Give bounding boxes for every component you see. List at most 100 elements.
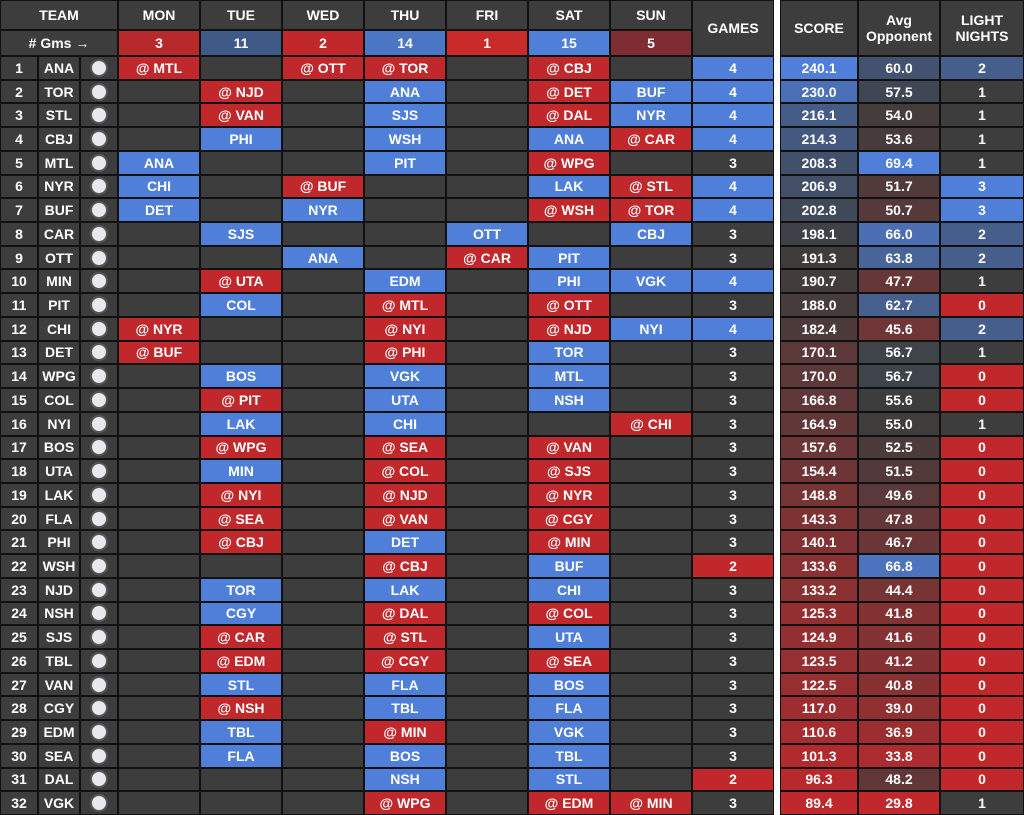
light-nights: 0: [940, 672, 1024, 697]
team-logo: [80, 222, 118, 246]
matchup: SJS: [364, 103, 446, 128]
team: TOR: [38, 79, 80, 104]
matchup: [118, 554, 200, 578]
games-total: 3: [692, 530, 774, 555]
day-count: 5: [610, 30, 692, 56]
avg-opponent: 33.8: [858, 743, 940, 768]
matchup: NYR: [282, 198, 364, 223]
games-total: 3: [692, 720, 774, 744]
rank: 16: [0, 411, 38, 436]
matchup: [118, 293, 200, 317]
matchup: ANA: [364, 79, 446, 104]
matchup: [446, 767, 528, 792]
matchup: @ CAR: [610, 127, 692, 151]
matchup: [282, 648, 364, 673]
logo-icon: [90, 556, 108, 575]
matchup: [446, 150, 528, 175]
light-nights: 0: [940, 506, 1024, 531]
header-light: LIGHT NIGHTS: [940, 0, 1024, 56]
matchup: [118, 672, 200, 697]
light-nights: 1: [940, 127, 1024, 151]
matchup: TOR: [528, 340, 610, 365]
matchup: @ CAR: [446, 245, 528, 270]
matchup: [446, 79, 528, 104]
logo-icon: [90, 675, 108, 694]
matchup: [446, 103, 528, 128]
matchup: @ NJD: [364, 482, 446, 507]
matchup: [200, 767, 282, 792]
rank: 13: [0, 340, 38, 365]
matchup: @ BUF: [118, 340, 200, 365]
light-nights: 0: [940, 767, 1024, 792]
rank: 5: [0, 150, 38, 175]
score: 133.6: [780, 554, 858, 578]
score: 140.1: [780, 530, 858, 555]
matchup: @ MIN: [528, 530, 610, 555]
team-logo: [80, 482, 118, 507]
team-logo: [80, 530, 118, 555]
logo-icon: [90, 509, 108, 528]
games-total: 3: [692, 150, 774, 175]
matchup: CHI: [528, 577, 610, 602]
logo-icon: [90, 343, 108, 362]
avg-opponent: 54.0: [858, 103, 940, 128]
logo-icon: [90, 699, 108, 718]
games-total: 3: [692, 340, 774, 365]
logo-icon: [90, 438, 108, 457]
rank: 17: [0, 435, 38, 460]
matchup: [118, 506, 200, 531]
games-total: 4: [692, 103, 774, 128]
matchup: [364, 198, 446, 223]
matchup: NYI: [610, 316, 692, 341]
score: 170.0: [780, 364, 858, 389]
rank: 22: [0, 554, 38, 578]
score: 198.1: [780, 222, 858, 246]
rank: 25: [0, 625, 38, 649]
matchup: [282, 316, 364, 341]
rank: 8: [0, 222, 38, 246]
matchup: [282, 127, 364, 151]
matchup: @ CBJ: [200, 530, 282, 555]
matchup: [118, 791, 200, 815]
matchup: [118, 103, 200, 128]
matchup: STL: [200, 672, 282, 697]
matchup: @ MTL: [364, 293, 446, 317]
matchup: [446, 364, 528, 389]
matchup: @ VAN: [528, 435, 610, 460]
team-logo: [80, 554, 118, 578]
matchup: @ WPG: [528, 150, 610, 175]
matchup: TOR: [200, 577, 282, 602]
logo-icon: [90, 485, 108, 504]
matchup: [446, 672, 528, 697]
team: TBL: [38, 648, 80, 673]
avg-opponent: 45.6: [858, 316, 940, 341]
team-logo: [80, 364, 118, 389]
matchup: @ MIN: [364, 720, 446, 744]
matchup: [118, 767, 200, 792]
rank: 32: [0, 791, 38, 815]
logo-icon: [90, 794, 108, 813]
score: 188.0: [780, 293, 858, 317]
rank: 30: [0, 743, 38, 768]
matchup: [282, 411, 364, 436]
score: 208.3: [780, 150, 858, 175]
score: 148.8: [780, 482, 858, 507]
rank: 3: [0, 103, 38, 128]
matchup: [282, 364, 364, 389]
matchup: CHI: [118, 174, 200, 199]
rank: 7: [0, 198, 38, 223]
matchup: [446, 411, 528, 436]
matchup: [446, 554, 528, 578]
matchup: @ EDM: [200, 648, 282, 673]
matchup: [610, 482, 692, 507]
team: VAN: [38, 672, 80, 697]
team: COL: [38, 388, 80, 412]
logo-icon: [90, 224, 108, 243]
day-header: TUE: [200, 0, 282, 30]
matchup: BUF: [610, 79, 692, 104]
matchup: PIT: [364, 150, 446, 175]
matchup: [446, 316, 528, 341]
team: SJS: [38, 625, 80, 649]
light-nights: 1: [940, 411, 1024, 436]
matchup: [446, 293, 528, 317]
